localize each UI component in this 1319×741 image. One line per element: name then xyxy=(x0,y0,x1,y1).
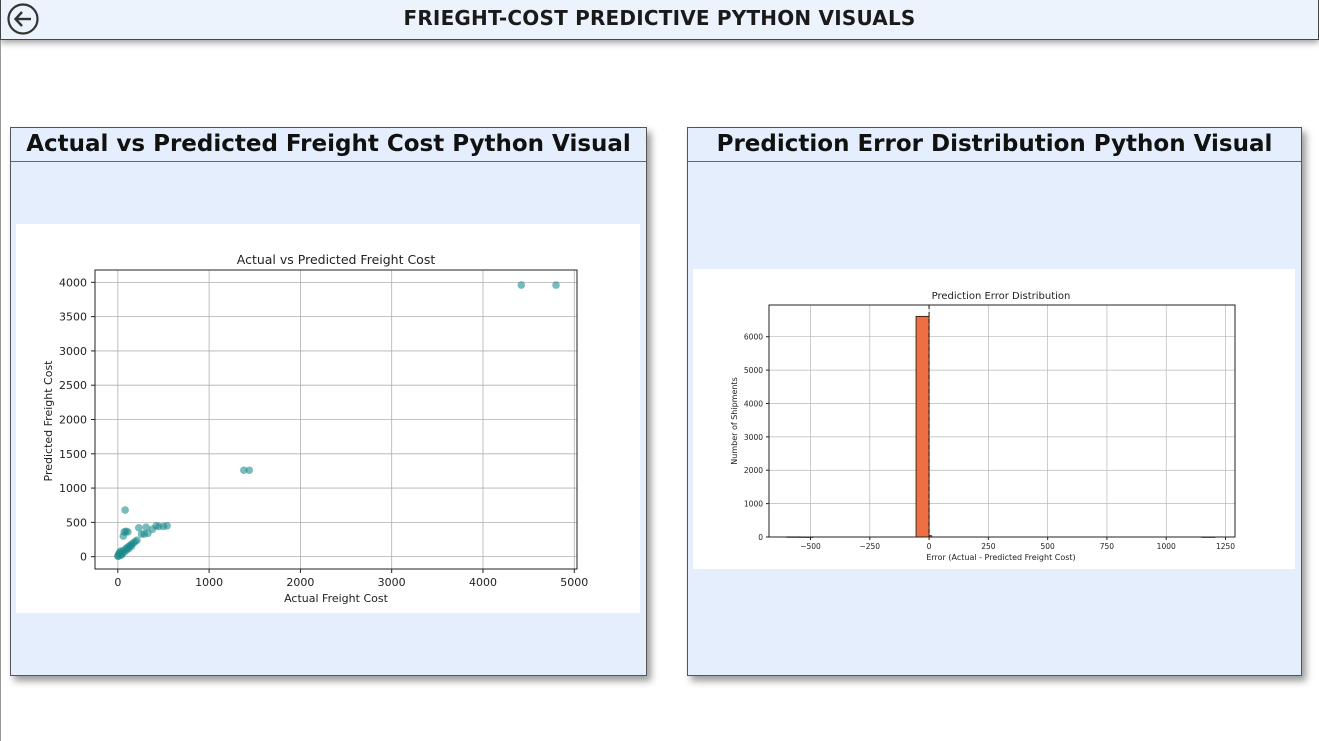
scatter-point xyxy=(114,552,123,561)
scatter-point xyxy=(239,466,248,475)
histogram-y-tick-label: 5000 xyxy=(744,366,763,375)
scatter-y-tick-label: 500 xyxy=(66,516,87,529)
scatter-y-tick-label: 0 xyxy=(80,551,87,564)
histogram-gridlines xyxy=(769,305,1235,538)
scatter-chart-title: Actual vs Predicted Freight Cost xyxy=(237,252,436,267)
scatter-panel-title: Actual vs Predicted Freight Cost Python … xyxy=(11,128,646,162)
scatter-y-tick-label: 2000 xyxy=(59,414,87,427)
scatter-x-tick-label: 1000 xyxy=(195,576,223,589)
scatter-y-tick-label: 3500 xyxy=(59,311,87,324)
scatter-points xyxy=(114,281,560,561)
scatter-point xyxy=(133,536,141,544)
scatter-point xyxy=(121,506,129,514)
scatter-point xyxy=(245,466,254,475)
histogram-bar xyxy=(915,315,930,538)
histogram-bars xyxy=(786,315,1216,538)
page-left-border xyxy=(0,40,1,741)
scatter-x-tick-label: 3000 xyxy=(378,576,406,589)
histogram-x-tick-label: 1250 xyxy=(1216,542,1235,551)
scatter-plot-area: Actual vs Predicted Freight Cost Actual … xyxy=(16,224,640,613)
histogram-y-tick-label: 3000 xyxy=(744,433,763,442)
histogram-ticks: −500 −250 0 250 500 750 1000 1250 0 1000 2000 3000 4… xyxy=(744,333,1235,551)
scatter-y-tick-label: 1500 xyxy=(59,448,87,461)
histogram-y-tick-label: 1000 xyxy=(744,500,763,509)
scatter-x-tick-label: 5000 xyxy=(560,576,588,589)
histogram-x-tick-label: 750 xyxy=(1100,542,1115,551)
scatter-ticks: 0 1000 2000 3000 4000 5000 0 500 1000 1500 2000 250… xyxy=(59,276,588,589)
scatter-gridlines xyxy=(95,270,577,569)
histogram-x-tick-label: 1000 xyxy=(1157,542,1176,551)
histogram-y-tick-label: 6000 xyxy=(744,333,763,342)
scatter-point xyxy=(163,521,171,530)
histogram-chart: Prediction Error Distribution Error (Act… xyxy=(730,291,1236,562)
scatter-y-axis-label: Predicted Freight Cost xyxy=(42,360,55,482)
histogram-x-tick-label: 250 xyxy=(981,542,996,551)
histogram-x-tick-label: −250 xyxy=(859,542,880,551)
scatter-point xyxy=(135,524,143,532)
scatter-y-tick-label: 2500 xyxy=(59,379,87,392)
page-title: FRIEGHT-COST PREDICTIVE PYTHON VISUALS xyxy=(403,6,916,30)
scatter-x-tick-label: 0 xyxy=(114,576,121,589)
scatter-x-tick-label: 4000 xyxy=(469,576,497,589)
scatter-x-tick-label: 2000 xyxy=(286,576,314,589)
scatter-chart: Actual vs Predicted Freight Cost Actual … xyxy=(42,252,588,605)
histogram-x-axis-label: Error (Actual - Predicted Freight Cost) xyxy=(926,553,1075,562)
histogram-y-axis-label: Number of Shipments xyxy=(730,377,739,464)
histogram-y-tick-label: 4000 xyxy=(744,399,763,408)
scatter-point xyxy=(552,281,560,289)
histogram-panel-title: Prediction Error Distribution Python Vis… xyxy=(688,128,1301,162)
scatter-y-tick-label: 3000 xyxy=(59,345,87,358)
histogram-y-tick-label: 2000 xyxy=(744,466,763,475)
back-arrow-circle-icon[interactable] xyxy=(6,2,40,36)
scatter-y-tick-label: 4000 xyxy=(59,276,87,289)
histogram-chart-title: Prediction Error Distribution xyxy=(932,291,1071,302)
scatter-x-axis-label: Actual Freight Cost xyxy=(284,592,388,605)
histogram-panel: Prediction Error Distribution Python Vis… xyxy=(687,127,1302,676)
histogram-x-tick-label: −500 xyxy=(800,542,821,551)
scatter-point xyxy=(127,542,136,551)
scatter-point xyxy=(517,281,526,289)
histogram-y-tick-label: 0 xyxy=(758,533,763,542)
scatter-point xyxy=(124,528,132,536)
scatter-y-tick-label: 1000 xyxy=(59,482,87,495)
title-bar: FRIEGHT-COST PREDICTIVE PYTHON VISUALS xyxy=(0,0,1319,40)
histogram-x-tick-label: 500 xyxy=(1040,542,1055,551)
histogram-x-tick-label: 0 xyxy=(927,542,932,551)
histogram-plot-frame xyxy=(768,304,1236,538)
histogram-plot-area: Prediction Error Distribution Error (Act… xyxy=(693,269,1295,569)
scatter-panel: Actual vs Predicted Freight Cost Python … xyxy=(10,127,647,676)
scatter-point xyxy=(142,523,150,531)
